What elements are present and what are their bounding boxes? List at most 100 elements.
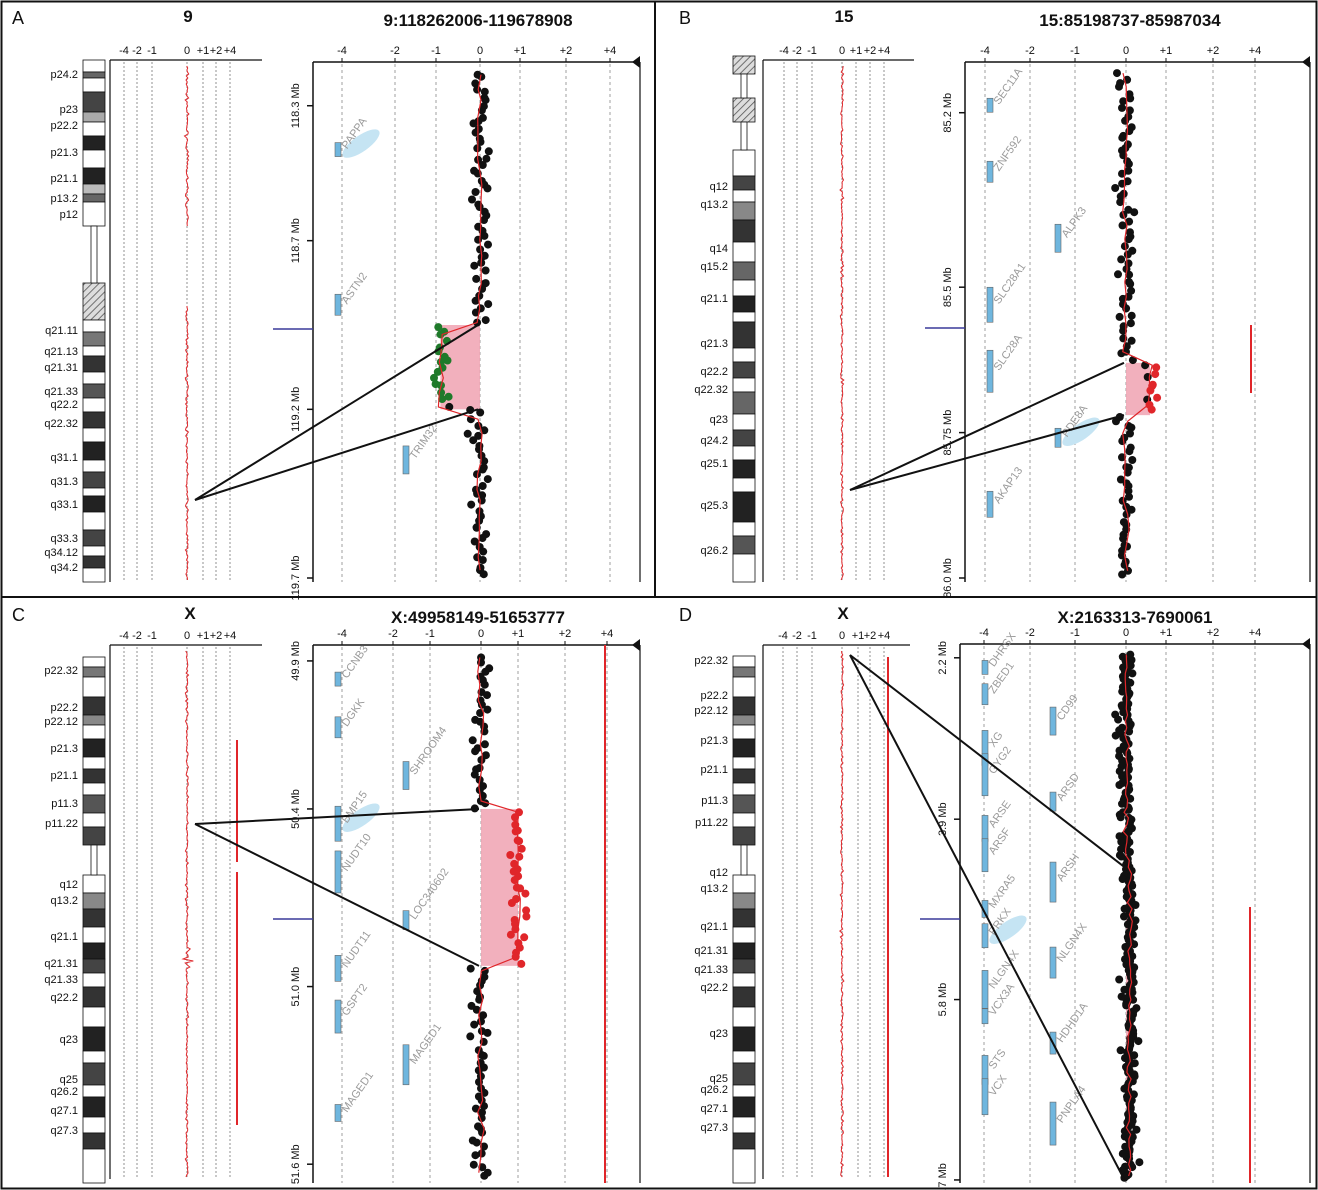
chromosome-band-block — [82, 756, 106, 770]
gene-box — [334, 955, 342, 982]
probe-point — [1114, 715, 1123, 724]
gene-box — [986, 490, 994, 518]
probe-point — [1120, 242, 1129, 251]
probe-point — [1131, 901, 1140, 909]
chromosome-band-block — [82, 768, 106, 784]
x-tick-label: +2 — [560, 45, 573, 57]
region-title: X:2163313-7690061 — [1057, 608, 1212, 627]
band-label: q21.33 — [44, 974, 78, 986]
band-label: q27.1 — [700, 1103, 728, 1115]
band-label: q27.3 — [50, 1125, 78, 1137]
probe-point — [1126, 280, 1135, 288]
probe-point — [470, 1020, 479, 1029]
gene-highlight — [342, 803, 380, 832]
probe-point — [1115, 781, 1124, 789]
overview-tick-label: +1 — [197, 630, 210, 642]
x-tick-label: -2 — [390, 45, 400, 57]
gene-box — [402, 761, 410, 790]
probe-point — [479, 570, 488, 579]
x-tick-label: +4 — [604, 45, 617, 57]
y-tick-label: 119.7 Mb — [290, 555, 302, 600]
probe-point — [477, 1149, 486, 1158]
chromosome-band-block — [732, 553, 756, 583]
band-label: q13.2 — [700, 883, 728, 895]
chromosome-band-block — [82, 972, 106, 988]
probe-point — [445, 402, 454, 411]
gene-box — [1049, 861, 1057, 903]
probe-point — [1151, 370, 1160, 379]
x-tick-label: -2 — [1025, 45, 1035, 57]
chromosome-band-block — [732, 361, 756, 379]
probe-point — [476, 408, 485, 417]
overview-tick-label: -2 — [132, 630, 142, 642]
x-tick-label: 0 — [1123, 45, 1129, 57]
probe-point — [1124, 566, 1132, 575]
probe-point — [468, 195, 476, 204]
zoom-connector — [194, 823, 480, 967]
centromere — [740, 121, 748, 151]
band-label: q22.2 — [50, 399, 78, 411]
probe-point — [475, 203, 484, 211]
probe-point — [517, 844, 526, 853]
probe-point — [1119, 151, 1128, 160]
band-label: p11.3 — [51, 798, 78, 810]
x-tick-label: -2 — [388, 628, 398, 640]
probe-point — [1114, 270, 1122, 279]
probe-point — [1118, 437, 1127, 446]
probe-point — [1128, 456, 1137, 464]
x-tick-label: -1 — [1070, 45, 1080, 57]
gene-box — [1049, 706, 1057, 736]
gene-box — [981, 970, 989, 1009]
x-tick-label: -1 — [425, 628, 435, 640]
gene-box — [986, 286, 994, 323]
gene-highlight — [342, 129, 380, 158]
chromosome-band-block — [732, 445, 756, 461]
probe-point — [1125, 270, 1134, 279]
chromosome-band-block — [82, 59, 106, 73]
gene-box — [981, 753, 989, 797]
probe-point — [1113, 69, 1121, 78]
overview-tick-label: 0 — [184, 45, 190, 57]
probe-point — [1125, 217, 1134, 226]
probe-point — [1122, 304, 1131, 313]
probe-point — [476, 981, 485, 990]
probe-point — [1116, 813, 1125, 822]
chromosome-band-block — [82, 1062, 106, 1086]
chromosome-band-block — [82, 183, 106, 195]
chromosome-band-block — [82, 826, 106, 846]
probe-point — [522, 906, 531, 915]
chromosome-band-block — [732, 714, 756, 726]
chromosome-band-block — [732, 521, 756, 537]
y-tick-label: 118.3 Mb — [290, 83, 302, 128]
zoom-connector — [849, 654, 1125, 868]
zoom-connector — [194, 324, 479, 501]
chromosome-band-block — [82, 411, 106, 429]
overview-tick-label: +2 — [210, 630, 223, 642]
probe-point — [1126, 910, 1135, 919]
probe-point — [1118, 221, 1127, 230]
chromosome-band-block — [732, 1006, 756, 1028]
chromosome-band-block — [82, 529, 106, 547]
band-label: q21.31 — [44, 958, 78, 970]
probe-point — [1115, 312, 1124, 321]
zoom-connector — [849, 361, 1125, 491]
overview-plot: -4 -2 -1 0 +1 +2 +4 — [109, 45, 262, 582]
chromosome-band-block — [82, 511, 106, 531]
probe-point — [1117, 852, 1126, 861]
chromosome-band-block — [82, 459, 106, 473]
chromosome-band-block — [732, 1116, 756, 1134]
probe-point — [521, 889, 530, 898]
gene-box — [334, 1104, 342, 1122]
chromosome-band-block — [732, 768, 756, 784]
segment-line — [477, 657, 521, 1173]
x-tick-label: +2 — [1207, 627, 1220, 639]
band-label: q22.2 — [50, 992, 78, 1004]
chromosome-band-block — [82, 495, 106, 513]
chromosome-band-block — [732, 241, 756, 263]
probe-point — [443, 356, 452, 365]
probe-point — [480, 680, 489, 689]
probe-point — [1128, 669, 1137, 678]
x-tick-label: +1 — [512, 628, 525, 640]
chromosome-band-block — [732, 311, 756, 323]
